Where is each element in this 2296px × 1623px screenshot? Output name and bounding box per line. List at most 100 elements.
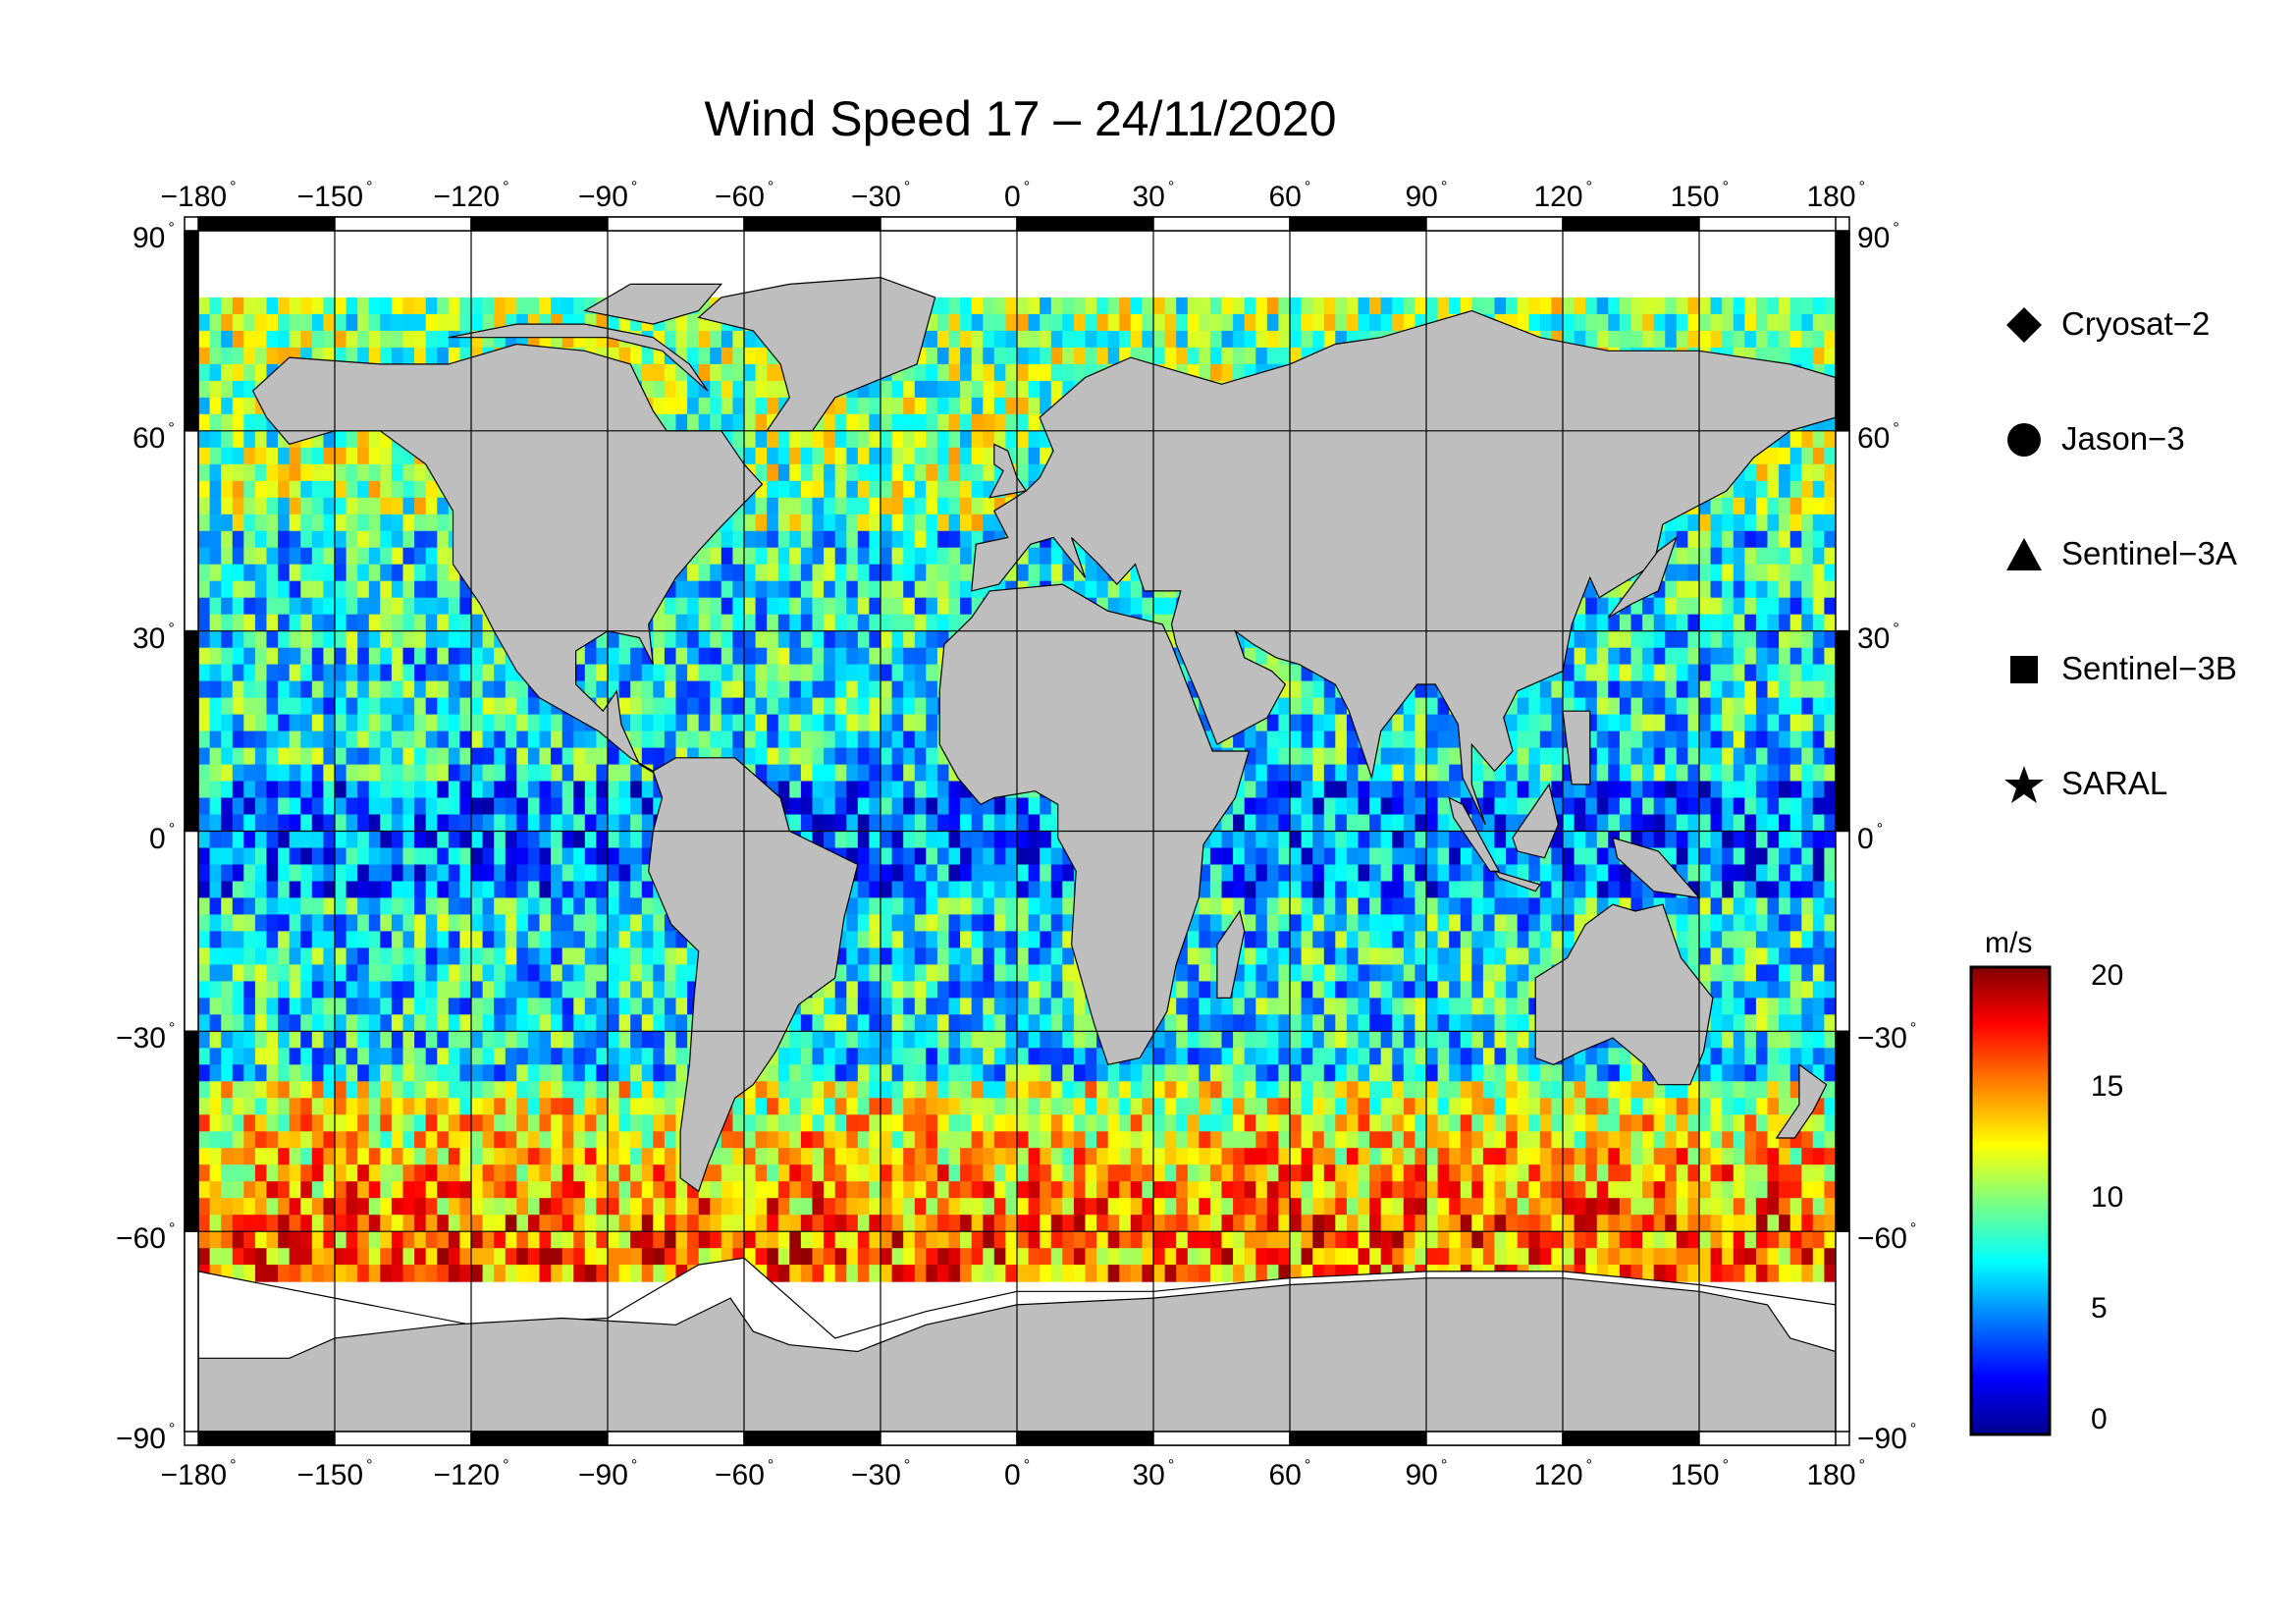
frame-segment (1835, 830, 1850, 1033)
australia (1534, 903, 1714, 1086)
longitude-tick-bottom: −180 ° (160, 1457, 237, 1491)
longitude-tick-bottom: −150 ° (296, 1457, 373, 1491)
frame-segment (1289, 1431, 1427, 1446)
new-zealand (1775, 1063, 1828, 1139)
longitude-tick-top: 180 ° (1806, 179, 1865, 213)
frame-segment (880, 216, 1018, 232)
frame-segment (334, 1431, 472, 1446)
legend-label: Cryosat−2 (2061, 305, 2211, 342)
frame-segment (607, 1431, 745, 1446)
longitude-tick-bottom: −60 ° (715, 1457, 774, 1491)
frame-segment (1835, 1030, 1850, 1232)
frame-segment (184, 629, 199, 833)
frame-segment (334, 216, 472, 232)
latitude-tick-right: −90 ° (1857, 1421, 1917, 1455)
frame-segment (184, 1230, 199, 1433)
diamond-icon (2006, 307, 2042, 343)
philippines (1562, 710, 1591, 785)
longitude-tick-top: −180 ° (160, 179, 237, 213)
latitude-tick-left: −30 ° (116, 1020, 176, 1055)
frame-segment (1152, 216, 1291, 232)
frame-segment (1289, 216, 1427, 232)
colorbar-unit: m/s (1985, 927, 2033, 959)
map-frame (184, 216, 1850, 1446)
madagascar (1216, 909, 1246, 999)
frame-segment (1016, 1431, 1154, 1446)
colorbar-tick: 15 (2091, 1070, 2124, 1103)
legend-label: Sentinel−3A (2061, 535, 2237, 571)
frame-segment (1425, 1431, 1564, 1446)
frame-segment (184, 830, 199, 1033)
frame-segment (607, 216, 745, 232)
frame-segment (1835, 430, 1850, 632)
latitude-tick-right: 60 ° (1857, 419, 1899, 455)
frame-segment (184, 1030, 199, 1232)
java (1493, 870, 1541, 893)
longitude-tick-bottom: 120 ° (1533, 1457, 1592, 1491)
borneo (1512, 783, 1560, 859)
longitude-tick-top: 60 ° (1268, 179, 1311, 213)
frame-segment (1698, 216, 1837, 232)
longitude-tick-top: 0 ° (1004, 179, 1031, 213)
frame-segment (1562, 1431, 1700, 1446)
longitude-tick-top: −120 ° (433, 179, 509, 213)
colorbar-tick: 10 (2091, 1181, 2124, 1214)
frame-segment (1152, 1431, 1291, 1446)
frame-segment (743, 1431, 881, 1446)
triangle-icon (2006, 538, 2042, 570)
frame-segment (470, 1431, 609, 1446)
longitude-tick-top: 30 ° (1132, 179, 1175, 213)
legend-label: SARAL (2061, 765, 2168, 801)
longitude-tick-top: 150 ° (1670, 179, 1729, 213)
frame-segment (470, 216, 609, 232)
new-guinea (1612, 837, 1701, 899)
latitude-tick-left: −90 ° (116, 1421, 176, 1455)
latitude-tick-left: 90 ° (133, 220, 175, 254)
latitude-tick-left: −60 ° (116, 1220, 176, 1256)
longitude-tick-top: −60 ° (715, 179, 774, 213)
legend-label: Jason−3 (2061, 420, 2185, 457)
latitude-tick-right: 30 ° (1857, 620, 1899, 655)
frame-segment (184, 430, 199, 632)
circle-icon (2007, 423, 2041, 457)
frame-segment (880, 1431, 1018, 1446)
longitude-tick-bottom: 30 ° (1132, 1457, 1175, 1491)
colorbar-tick: 0 (2091, 1403, 2108, 1435)
frame-segment (743, 216, 881, 232)
legend-label: Sentinel−3B (2061, 650, 2237, 686)
longitude-tick-bottom: 150 ° (1670, 1457, 1729, 1491)
longitude-tick-top: −90 ° (578, 179, 638, 213)
frame-segment (184, 230, 199, 432)
star-icon (2004, 766, 2044, 803)
frame-segment (1835, 230, 1850, 432)
longitude-tick-top: 90 ° (1405, 179, 1448, 213)
longitude-tick-bottom: −30 ° (851, 1457, 911, 1491)
longitude-tick-bottom: 0 ° (1004, 1457, 1031, 1491)
latitude-tick-right: −60 ° (1857, 1220, 1917, 1256)
longitude-tick-bottom: −120 ° (433, 1457, 509, 1491)
longitude-tick-top: −150 ° (296, 179, 373, 213)
map-title: Wind Speed 17 – 24/11/2020 (704, 91, 1337, 146)
frame-segment (197, 216, 336, 232)
frame-segment (1698, 1431, 1837, 1446)
latitude-tick-right: 0 ° (1857, 820, 1884, 855)
greenland (697, 276, 936, 432)
square-icon (2010, 656, 2038, 683)
frame-segment (1016, 216, 1154, 232)
frame-segment (1835, 1230, 1850, 1433)
longitude-tick-top: −30 ° (851, 179, 911, 213)
colorbar (1969, 965, 2052, 1436)
frame-segment (1425, 216, 1564, 232)
latitude-tick-left: 0 ° (149, 820, 176, 855)
ellesmere-island (583, 283, 723, 325)
japan (1607, 535, 1678, 619)
colorbar-tick: 5 (2091, 1292, 2108, 1325)
latitude-tick-left: 60 ° (133, 419, 175, 455)
north-america (251, 343, 764, 779)
latitude-tick-right: 90 ° (1857, 220, 1899, 254)
frame-segment (197, 1431, 336, 1446)
longitude-tick-bottom: 60 ° (1268, 1457, 1311, 1491)
colorbar-tick: 20 (2091, 959, 2124, 992)
longitude-tick-bottom: −90 ° (578, 1457, 638, 1491)
